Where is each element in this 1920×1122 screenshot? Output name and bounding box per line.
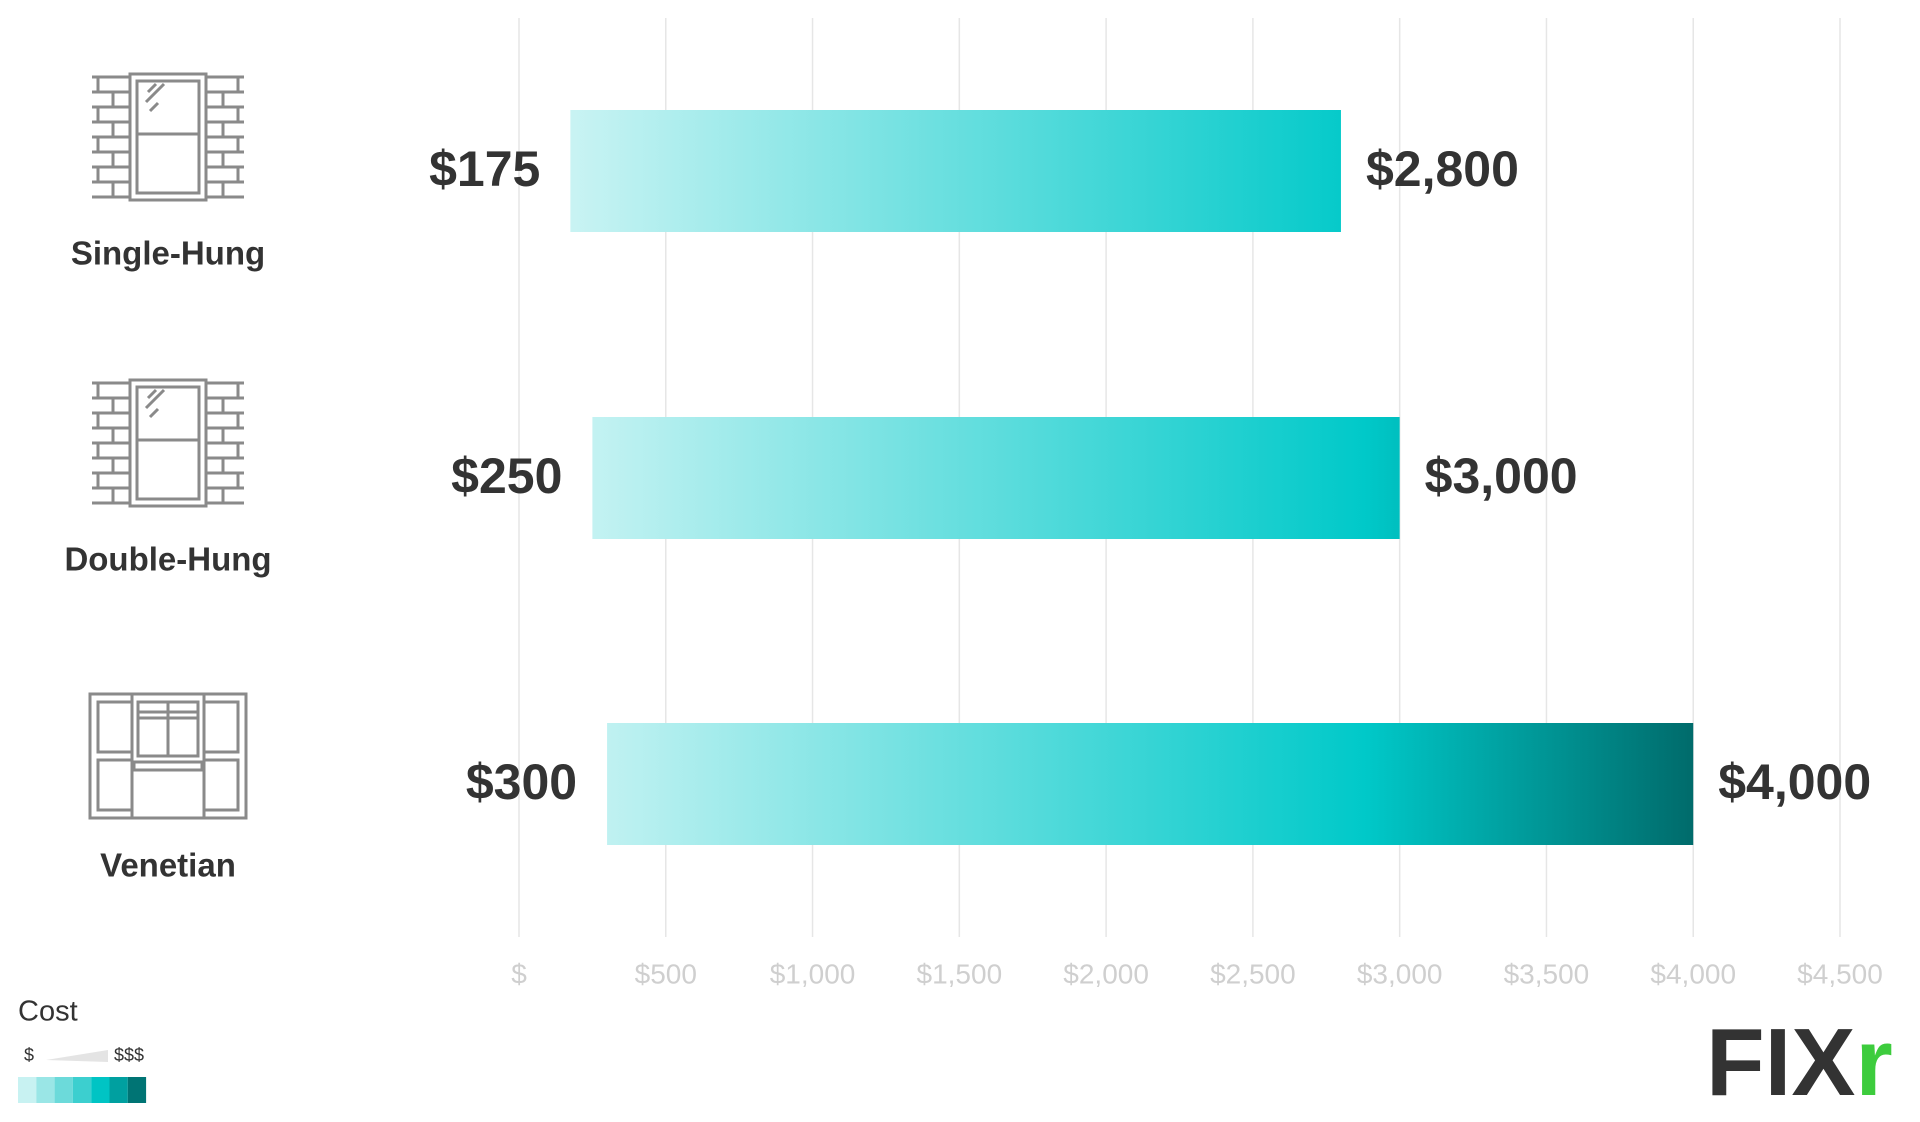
- bar: [570, 110, 1341, 232]
- x-tick-label: $4,000: [1650, 958, 1736, 989]
- value-label: $300: [466, 754, 577, 810]
- logo-text: FIX: [1706, 1009, 1855, 1116]
- legend-low: $: [24, 1045, 34, 1065]
- x-tick-label: $4,500: [1797, 958, 1883, 989]
- legend-title: Cost: [18, 996, 78, 1028]
- value-label: $3,000: [1425, 448, 1578, 504]
- bar: [607, 723, 1694, 845]
- legend-swatch: [54, 1077, 73, 1103]
- x-tick-label: $1,500: [917, 958, 1003, 989]
- legend-swatch: [18, 1077, 37, 1103]
- x-tick-label: $2,500: [1210, 958, 1296, 989]
- legend-swatch: [91, 1077, 110, 1103]
- bar: [592, 417, 1400, 539]
- value-label: $2,800: [1366, 141, 1519, 197]
- category-label: Venetian: [100, 847, 236, 884]
- x-tick-label: $3,500: [1504, 958, 1590, 989]
- legend-wedge: [46, 1050, 108, 1062]
- legend-swatch: [72, 1077, 92, 1103]
- x-tick-label: $: [511, 958, 527, 989]
- x-tick-label: $3,000: [1357, 958, 1443, 989]
- logo: FIXr: [1706, 1009, 1893, 1116]
- logo-mark: r: [1855, 1009, 1892, 1116]
- window-icon: [88, 692, 248, 820]
- value-label: $175: [429, 141, 540, 197]
- window-icon: [90, 378, 246, 508]
- legend-swatch: [109, 1077, 128, 1103]
- value-label: $4,000: [1718, 754, 1871, 810]
- category-label: Single-Hung: [71, 235, 265, 272]
- legend-high: $$$: [114, 1045, 144, 1065]
- x-tick-label: $500: [635, 958, 697, 989]
- window-icon: [90, 72, 246, 202]
- legend-swatch: [36, 1077, 55, 1103]
- category-label: Double-Hung: [64, 541, 271, 578]
- legend-swatch: [127, 1077, 147, 1103]
- x-tick-label: $2,000: [1063, 958, 1149, 989]
- x-tick-label: $1,000: [770, 958, 856, 989]
- value-label: $250: [451, 448, 562, 504]
